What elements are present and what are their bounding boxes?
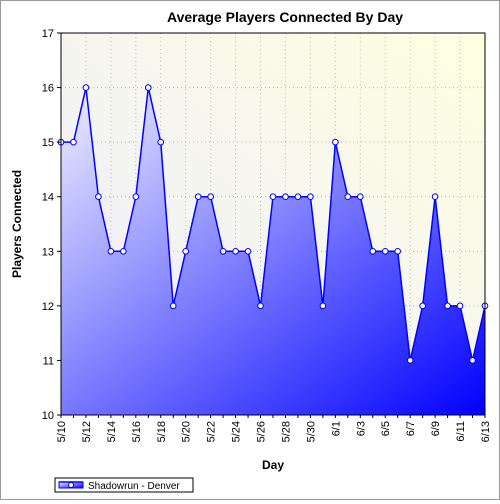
data-point [369, 247, 377, 255]
data-point [194, 193, 202, 201]
data-point [344, 193, 352, 201]
x-tick-label: 6/1 [330, 421, 342, 436]
legend-swatch-marker [68, 482, 74, 488]
chart-title: Average Players Connected By Day [167, 9, 403, 25]
data-point [282, 193, 289, 201]
x-tick-label: 5/10 [56, 421, 68, 442]
x-tick-label: 6/7 [405, 421, 417, 436]
data-point [257, 302, 264, 310]
data-point [132, 193, 140, 201]
y-tick-label: 17 [42, 28, 54, 40]
data-point [232, 247, 239, 255]
x-tick-label: 6/13 [480, 421, 492, 442]
data-point [406, 357, 414, 364]
x-tick-label: 6/9 [430, 421, 442, 436]
data-point [319, 302, 327, 310]
data-point [269, 193, 277, 201]
y-tick-label: 11 [43, 355, 54, 367]
x-tick-label: 5/18 [156, 421, 168, 442]
x-tick-label: 5/20 [181, 421, 193, 442]
data-point [182, 247, 190, 255]
data-point [219, 247, 227, 255]
x-tick-label: 5/28 [280, 421, 292, 442]
data-point [419, 302, 426, 310]
data-point [157, 138, 165, 146]
x-tick-label: 5/22 [206, 421, 218, 442]
data-point [144, 84, 152, 91]
data-point [431, 193, 439, 201]
data-point [95, 193, 102, 201]
y-axis-title: Players Connected [10, 170, 24, 278]
data-point [82, 84, 90, 91]
x-tick-label: 6/11 [455, 421, 467, 442]
data-point [70, 138, 77, 146]
y-tick-label: 13 [42, 246, 54, 258]
x-tick-label: 6/5 [380, 421, 392, 436]
x-axis: 5/10 5/12 5/14 5/16 5/18 5/20 5/22 5/24 5/26 5/28… [56, 415, 492, 442]
y-tick-label: 16 [42, 83, 54, 95]
series-markers [57, 84, 489, 364]
series-area [61, 87, 485, 415]
legend-label: Shadowrun - Denver [88, 481, 180, 492]
data-point [394, 247, 402, 255]
data-point [169, 302, 177, 310]
x-tick-label: 5/16 [131, 421, 143, 442]
data-point [244, 247, 252, 255]
data-point [381, 247, 389, 255]
data-point [469, 357, 476, 364]
data-point [207, 193, 214, 201]
y-tick-label: 14 [42, 192, 54, 204]
data-point [356, 193, 364, 201]
data-point [444, 302, 451, 310]
legend: Shadowrun - Denver [54, 477, 194, 493]
data-point [332, 138, 339, 146]
y-tick-label: 10 [42, 410, 54, 422]
y-tick-label: 12 [42, 301, 54, 313]
data-point [120, 247, 127, 255]
legend-swatch [58, 481, 84, 489]
y-axis: 10 11 12 13 14 15 16 17 [42, 28, 61, 422]
data-point [456, 302, 464, 310]
x-tick-label: 5/24 [231, 421, 243, 442]
x-tick-label: 5/12 [81, 421, 93, 442]
x-tick-label: 5/30 [305, 421, 317, 442]
x-axis-title: Day [262, 458, 284, 472]
data-point [294, 193, 302, 201]
x-tick-label: 5/14 [106, 421, 118, 442]
x-tick-label: 6/3 [355, 421, 367, 436]
data-point [307, 193, 314, 201]
data-point [107, 247, 115, 255]
legend-box [54, 477, 194, 493]
x-tick-label: 5/26 [256, 421, 268, 442]
y-tick-label: 15 [42, 137, 54, 149]
